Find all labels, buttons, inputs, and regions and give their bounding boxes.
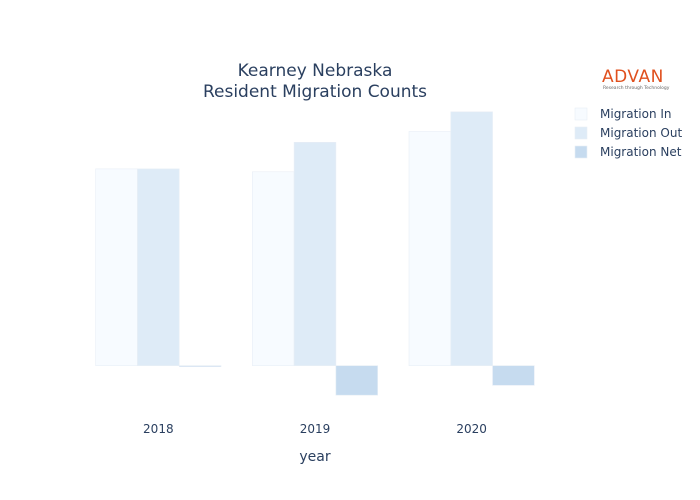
legend-swatch [574, 107, 588, 121]
logo-tagline: Research through Technology [603, 85, 670, 91]
plot-area [95, 111, 535, 396]
bar-migration-net-2019[interactable] [335, 365, 378, 396]
bar-migration-net-2018[interactable] [178, 365, 222, 367]
bar-migration-in-2018[interactable] [95, 168, 138, 366]
x-tick-label: 2018 [143, 422, 174, 436]
legend-swatch [574, 145, 588, 159]
chart-title: Kearney Nebraska Resident Migration Coun… [203, 61, 427, 102]
legend-swatch [574, 126, 588, 140]
advan-logo: ADVAN Research through Technology [602, 67, 670, 91]
bar-migration-in-2020[interactable] [408, 131, 452, 366]
legend-label: Migration In [600, 107, 672, 121]
legend-item[interactable]: Migration In [574, 107, 672, 121]
x-axis-ticks: 2018 2019 2020 [143, 422, 487, 436]
legend-item[interactable]: Migration Out [574, 126, 682, 140]
bar-migration-out-2018[interactable] [137, 168, 180, 366]
legend-label: Migration Out [600, 126, 682, 140]
x-axis-title: year [299, 449, 330, 465]
legend-label: Migration Net [600, 145, 682, 159]
chart-title-line-1: Kearney Nebraska [238, 61, 393, 81]
logo-wordmark: ADVAN [602, 67, 664, 87]
bar-migration-net-2020[interactable] [492, 365, 535, 386]
x-tick-label: 2019 [300, 422, 331, 436]
bar-migration-out-2019[interactable] [293, 142, 337, 366]
legend: Migration In Migration Out Migration Net [574, 107, 682, 159]
x-tick-label: 2020 [456, 422, 487, 436]
bar-migration-in-2019[interactable] [252, 171, 295, 366]
legend-item[interactable]: Migration Net [574, 145, 682, 159]
bar-migration-out-2020[interactable] [450, 111, 493, 366]
chart-title-line-2: Resident Migration Counts [203, 82, 427, 102]
